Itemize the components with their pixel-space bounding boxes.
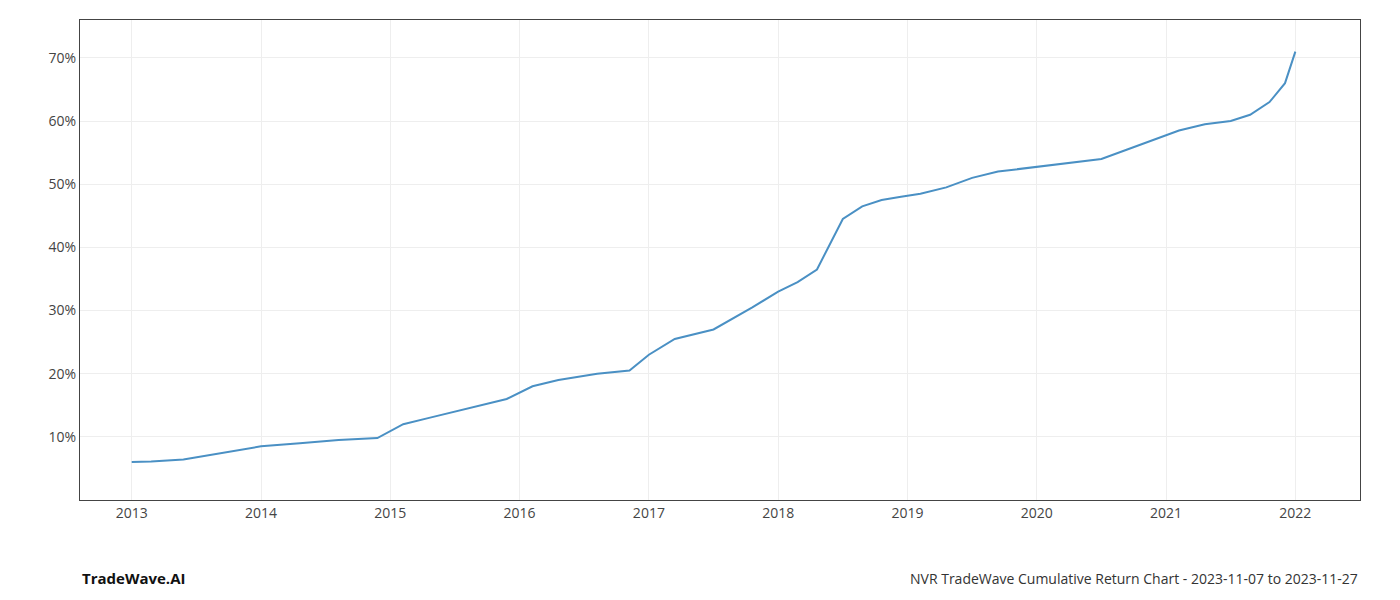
svg-text:60%: 60%	[49, 111, 77, 130]
svg-text:2019: 2019	[891, 503, 923, 522]
svg-text:2014: 2014	[245, 503, 277, 522]
svg-text:2020: 2020	[1021, 503, 1053, 522]
svg-text:20%: 20%	[49, 364, 77, 383]
svg-text:2018: 2018	[762, 503, 794, 522]
svg-text:40%: 40%	[49, 237, 77, 256]
svg-text:30%: 30%	[49, 300, 77, 319]
svg-text:NVR TradeWave Cumulative Retur: NVR TradeWave Cumulative Return Chart - …	[910, 569, 1358, 588]
svg-text:2016: 2016	[504, 503, 536, 522]
svg-text:50%: 50%	[49, 174, 77, 193]
svg-text:2017: 2017	[633, 503, 665, 522]
svg-text:2015: 2015	[374, 503, 406, 522]
svg-text:10%: 10%	[49, 427, 77, 446]
svg-text:2021: 2021	[1150, 503, 1182, 522]
svg-text:2013: 2013	[116, 503, 148, 522]
svg-text:2022: 2022	[1279, 503, 1311, 522]
svg-text:70%: 70%	[49, 48, 77, 67]
svg-text:TradeWave.AI: TradeWave.AI	[82, 568, 185, 588]
